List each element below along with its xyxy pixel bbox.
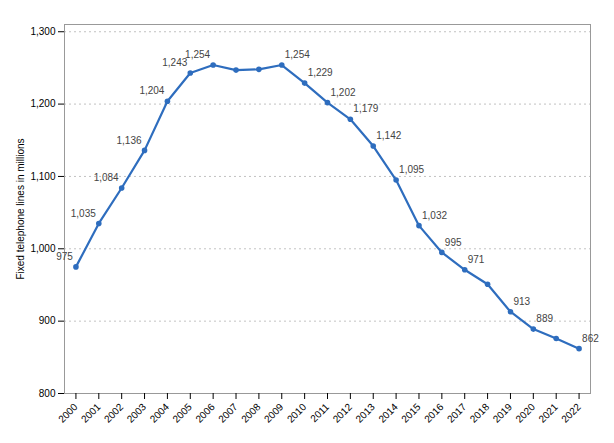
svg-text:2008: 2008: [239, 401, 263, 425]
svg-text:2004: 2004: [148, 401, 172, 425]
svg-text:1,084: 1,084: [94, 172, 119, 183]
svg-text:1,035: 1,035: [71, 208, 96, 219]
svg-text:913: 913: [513, 296, 530, 307]
svg-text:2014: 2014: [376, 401, 400, 425]
svg-text:2015: 2015: [399, 401, 423, 425]
svg-text:889: 889: [536, 313, 553, 324]
svg-text:2018: 2018: [468, 401, 492, 425]
svg-text:1,095: 1,095: [399, 164, 424, 175]
svg-text:971: 971: [468, 254, 485, 265]
svg-text:1,100: 1,100: [30, 171, 55, 182]
svg-text:1,243: 1,243: [162, 57, 187, 68]
svg-text:2002: 2002: [102, 401, 126, 425]
svg-text:2006: 2006: [193, 401, 217, 425]
svg-text:1,179: 1,179: [353, 103, 378, 114]
svg-text:2016: 2016: [422, 401, 446, 425]
svg-text:1,229: 1,229: [308, 67, 333, 78]
svg-text:1,204: 1,204: [139, 85, 164, 96]
svg-text:1,200: 1,200: [30, 98, 55, 109]
svg-text:2009: 2009: [262, 401, 286, 425]
svg-text:900: 900: [39, 315, 56, 326]
svg-text:800: 800: [39, 388, 56, 399]
svg-text:2013: 2013: [353, 401, 377, 425]
svg-text:2010: 2010: [285, 401, 309, 425]
svg-text:2017: 2017: [445, 401, 469, 425]
svg-text:2011: 2011: [308, 401, 331, 424]
svg-text:2019: 2019: [491, 401, 515, 425]
svg-text:2003: 2003: [125, 401, 149, 425]
svg-text:1,254: 1,254: [285, 49, 310, 60]
svg-text:2021: 2021: [536, 401, 560, 425]
svg-text:2007: 2007: [216, 401, 240, 425]
svg-text:2020: 2020: [513, 401, 537, 425]
svg-text:2005: 2005: [170, 401, 194, 425]
svg-text:1,254: 1,254: [185, 49, 210, 60]
svg-text:2001: 2001: [79, 401, 103, 425]
svg-text:2022: 2022: [559, 401, 583, 425]
svg-text:1,300: 1,300: [30, 26, 55, 37]
svg-text:862: 862: [582, 333, 599, 344]
svg-text:995: 995: [445, 237, 462, 248]
svg-text:1,000: 1,000: [30, 243, 55, 254]
svg-text:1,136: 1,136: [117, 135, 142, 146]
svg-text:975: 975: [56, 251, 73, 262]
svg-text:Fixed telephone lines in milli: Fixed telephone lines in millions: [15, 138, 26, 279]
svg-text:1,142: 1,142: [376, 130, 401, 141]
svg-text:1,202: 1,202: [331, 87, 356, 98]
svg-text:1,032: 1,032: [422, 210, 447, 221]
svg-text:2000: 2000: [56, 401, 80, 425]
svg-text:2012: 2012: [331, 401, 355, 425]
